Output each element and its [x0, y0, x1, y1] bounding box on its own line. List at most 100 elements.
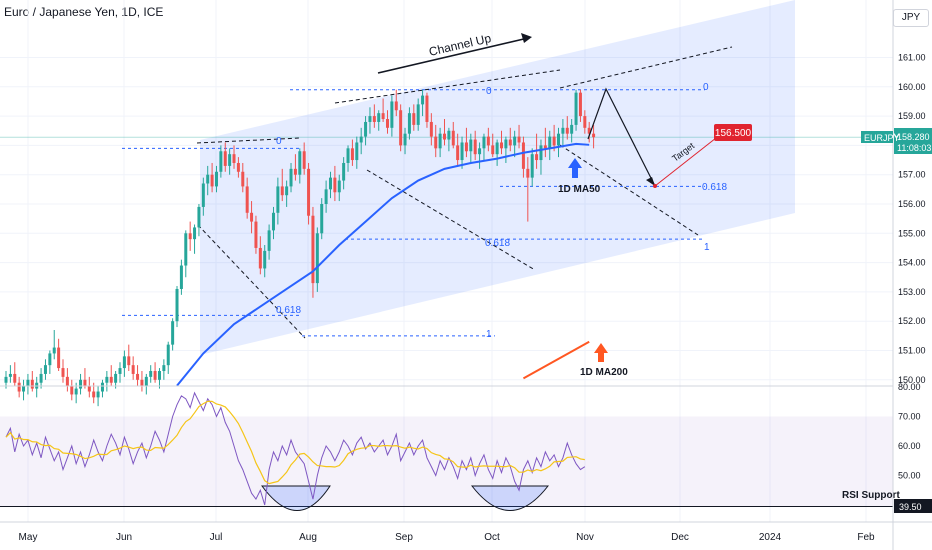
candle: [92, 391, 96, 398]
candle: [245, 186, 249, 213]
rsi-tick-label: 50.00: [898, 471, 921, 481]
candle: [495, 142, 499, 155]
time-axis-label: Oct: [484, 532, 500, 543]
candle: [592, 133, 596, 138]
candle: [368, 116, 372, 122]
candle: [136, 373, 140, 380]
candle: [184, 233, 188, 266]
candle: [478, 148, 482, 155]
candle: [385, 119, 389, 128]
candle: [491, 145, 495, 155]
candle: [52, 347, 56, 354]
candle: [206, 174, 210, 184]
channel-up-band: [200, 0, 795, 355]
candle: [425, 95, 429, 122]
candle: [307, 168, 311, 216]
candle: [39, 373, 43, 383]
time-axis-label: Feb: [857, 532, 875, 543]
time-axis-label: Sep: [395, 532, 413, 543]
channel-upper-trendline: [334, 69, 561, 104]
candle: [250, 212, 254, 222]
candle: [276, 186, 280, 213]
candle: [157, 371, 161, 380]
candle: [552, 136, 556, 146]
price-tick-label: 154.00: [898, 258, 926, 268]
candle: [188, 233, 192, 240]
price-tick-label: 160.00: [898, 82, 926, 92]
candle: [114, 373, 118, 383]
rsi-support-label: RSI Support: [842, 490, 900, 501]
price-tick-label: 152.00: [898, 316, 926, 326]
fib-label-0: 0: [486, 86, 492, 97]
candle: [210, 174, 214, 187]
candle: [578, 92, 582, 117]
candle: [421, 95, 425, 105]
candle: [469, 139, 473, 152]
candle: [79, 379, 83, 389]
candle: [381, 113, 385, 120]
candle: [30, 379, 34, 389]
candle: [372, 116, 376, 122]
price-tick-label: 156.00: [898, 199, 926, 209]
candle: [482, 136, 486, 149]
candle: [311, 215, 315, 284]
candle: [394, 101, 398, 111]
candle: [96, 391, 100, 398]
candle: [289, 168, 293, 187]
candle: [100, 382, 104, 392]
ma50-arrow: [568, 158, 582, 178]
candle: [298, 151, 302, 175]
candle: [548, 136, 552, 149]
bar-countdown: 11:08:03: [897, 143, 931, 153]
candle: [403, 133, 407, 146]
rsi-tick-label: 60.00: [898, 441, 921, 451]
candle: [346, 148, 350, 163]
candle: [521, 142, 525, 169]
ma200-line: [522, 340, 590, 380]
candle: [443, 133, 446, 140]
ma200-label: 1D MA200: [580, 367, 628, 378]
candle: [236, 162, 240, 172]
fib-label-0618: 0.618: [485, 238, 510, 249]
target-badge: [714, 124, 752, 141]
candle: [473, 139, 477, 155]
candle: [241, 171, 245, 187]
price-tick-label: 159.00: [898, 111, 926, 121]
candle: [342, 162, 346, 181]
rsi-bottom-arc: [261, 485, 331, 511]
candle: [175, 288, 179, 322]
candle: [451, 130, 455, 146]
time-axis-label: Nov: [576, 532, 594, 543]
candle: [144, 376, 148, 386]
rsi-band: [0, 416, 893, 507]
candle: [447, 130, 451, 140]
candle: [561, 127, 565, 134]
candle: [26, 379, 30, 386]
last-price-value: 158.280: [897, 132, 930, 142]
candle: [105, 376, 109, 383]
candle: [258, 247, 262, 269]
fib-label-0: 0: [276, 136, 282, 147]
candle: [456, 145, 460, 161]
diagonal-trendline: [197, 224, 306, 339]
channel-arrow: [377, 37, 529, 74]
ma200-arrow: [594, 343, 608, 362]
candle: [293, 168, 297, 175]
rsi-tick-label: 70.00: [898, 412, 921, 422]
candle: [355, 142, 359, 161]
candle: [504, 139, 508, 149]
candle: [285, 186, 289, 196]
price-tick-label: 153.00: [898, 287, 926, 297]
time-axis-label: May: [19, 532, 38, 543]
target-line: [654, 137, 717, 187]
fib-label-0: 0: [703, 82, 709, 93]
candle: [557, 133, 561, 146]
candle: [460, 142, 464, 161]
candle: [162, 365, 166, 372]
candle: [399, 110, 403, 146]
candle: [565, 127, 569, 134]
time-axis-label: Jul: [210, 532, 223, 543]
candle: [267, 230, 271, 251]
candle: [166, 344, 170, 366]
